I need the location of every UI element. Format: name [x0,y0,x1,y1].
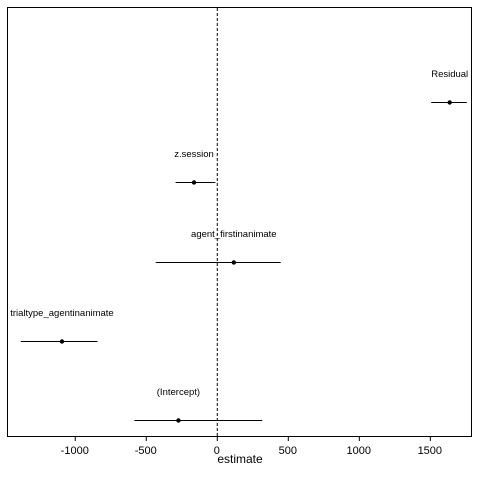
x-tick-label: 1000 [347,445,371,457]
x-tick-label: 1500 [418,445,442,457]
series-label: (Intercept) [157,387,200,398]
x-axis-title: estimate [217,452,263,466]
series-label: agent_firstinanimate [191,229,277,240]
series-label: Residual [431,69,468,80]
x-axis: -1000 -500 0 500 1000 1500 [61,436,442,457]
estimate-point [176,418,181,423]
x-tick-label: 500 [279,445,297,457]
series-label: z.session [174,149,214,160]
plot-frame [7,7,472,437]
estimate-point [231,260,237,265]
x-tick-label: -1000 [61,445,89,457]
x-tick-label: -500 [135,445,157,457]
series-layer: Residual z.session agent_firstinanimatetri… [10,69,468,423]
series-label: trialtype_agentinanimate [10,308,114,319]
estimate-point [191,180,197,185]
x-tick-label: 0 [214,445,220,457]
estimate-point [59,339,65,344]
estimate-point [447,100,452,105]
